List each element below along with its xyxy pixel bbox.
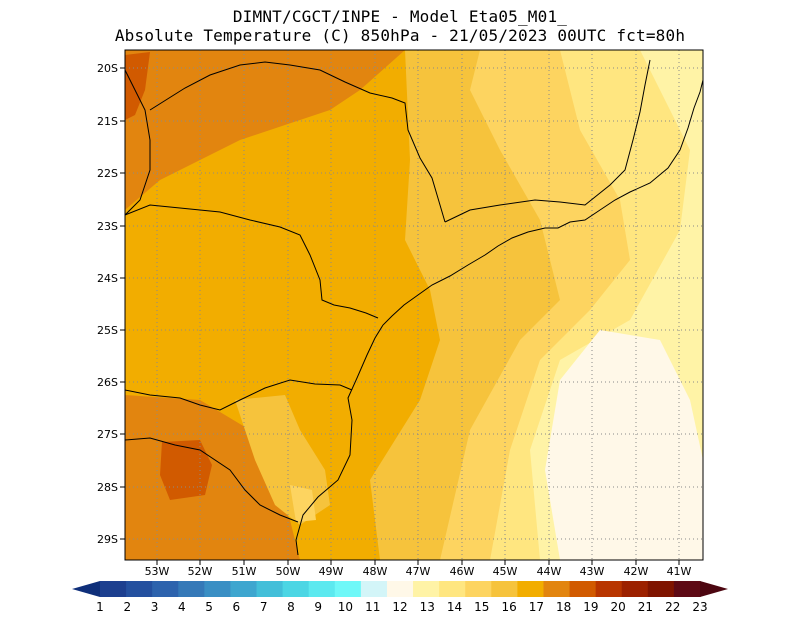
colorbar-label-14: 14	[447, 600, 462, 614]
colorbar-box-12	[386, 581, 414, 597]
colorbar-label-7: 7	[260, 600, 268, 614]
lat-labels: 20S 21S 22S 23S 24S 25S 26S 27S 28S 29S	[97, 62, 118, 546]
colorbar-box-18	[543, 581, 571, 597]
colorbar-box-6	[230, 581, 258, 597]
colorbar-labels: 1 2 3 4 5 6 7 8 9 10 11 12 13 14 15 16 17 18 19 20 21 22 23	[96, 600, 707, 614]
colorbar-label-1: 1	[96, 600, 104, 614]
lat-label-20s: 20S	[97, 62, 118, 75]
colorbar-box-10	[334, 581, 362, 597]
lat-label-25s: 25S	[97, 324, 118, 337]
colorbar-label-3: 3	[151, 600, 159, 614]
lon-label-46w: 46W	[450, 565, 475, 578]
colorbar-label-12: 12	[392, 600, 407, 614]
colorbar: 1 2 3 4 5 6 7 8 9 10 11 12 13 14 15 16 17 18 19 20 21 22 23	[72, 581, 728, 614]
lon-label-48w: 48W	[363, 565, 388, 578]
coastline-and-borders	[125, 59, 703, 556]
lon-label-43w: 43W	[580, 565, 605, 578]
colorbar-box-17	[517, 581, 545, 597]
lon-label-41w: 41W	[667, 565, 692, 578]
lat-label-22s: 22S	[97, 167, 118, 180]
colorbar-box-1	[100, 581, 127, 597]
colorbar-label-22: 22	[665, 600, 680, 614]
colorbar-box-4	[178, 581, 205, 597]
colorbar-box-22	[647, 581, 675, 597]
temp-band-17-18-south	[125, 395, 300, 560]
colorbar-box-7	[256, 581, 284, 597]
colorbar-label-19: 19	[583, 600, 598, 614]
colorbar-label-4: 4	[178, 600, 186, 614]
map-frame	[124, 49, 704, 561]
colorbar-box-23	[673, 581, 701, 597]
colorbar-label-11: 11	[365, 600, 380, 614]
title-line-1: DIMNT/CGCT/INPE - Model Eta05_M01_	[232, 7, 568, 26]
colorbar-label-15: 15	[474, 600, 489, 614]
coastline	[295, 79, 703, 556]
colorbar-label-18: 18	[556, 600, 571, 614]
lon-label-51w: 51W	[232, 565, 257, 578]
lon-label-53w: 53W	[145, 565, 170, 578]
lat-label-27s: 27S	[97, 428, 118, 441]
colorbar-left-arrow	[72, 581, 100, 597]
lon-label-52w: 52W	[188, 565, 213, 578]
lat-label-28s: 28S	[97, 481, 118, 494]
colorbar-label-9: 9	[314, 600, 322, 614]
colorbar-box-11	[360, 581, 388, 597]
lat-label-23s: 23S	[97, 220, 118, 233]
lon-label-42w: 42W	[624, 565, 649, 578]
border-sc-rs	[125, 437, 299, 523]
border-ms-sp-pr	[125, 204, 379, 319]
temp-patch-14-15	[290, 485, 316, 522]
lon-label-50w: 50W	[276, 565, 301, 578]
colorbar-box-15	[465, 581, 492, 597]
lat-label-29s: 29S	[97, 533, 118, 546]
lat-label-26s: 26S	[97, 376, 118, 389]
title-line-2: Absolute Temperature (C) 850hPa - 21/05/…	[114, 26, 686, 45]
colorbar-box-13	[413, 581, 440, 597]
colorbar-box-2	[126, 581, 153, 597]
lon-label-49w: 49W	[319, 565, 344, 578]
lat-label-21s: 21S	[97, 115, 118, 128]
colorbar-label-10: 10	[338, 600, 353, 614]
colorbar-label-8: 8	[287, 600, 295, 614]
colorbar-boxes	[100, 581, 701, 597]
colorbar-box-8	[282, 581, 310, 597]
lon-label-45w: 45W	[493, 565, 518, 578]
colorbar-box-5	[204, 581, 232, 597]
temp-band-11-12	[545, 330, 703, 560]
graticule	[125, 50, 703, 560]
colorbar-box-3	[152, 581, 179, 597]
colorbar-box-14	[439, 581, 466, 597]
colorbar-right-arrow	[700, 581, 728, 597]
temp-band-18-19-north	[125, 52, 150, 120]
colorbar-box-16	[491, 581, 518, 597]
colorbar-label-5: 5	[205, 600, 213, 614]
colorbar-box-20	[595, 581, 623, 597]
lon-label-47w: 47W	[406, 565, 431, 578]
border-west	[125, 69, 151, 216]
colorbar-label-13: 13	[420, 600, 435, 614]
colorbar-label-6: 6	[233, 600, 241, 614]
temp-band-18-19-south	[160, 440, 212, 500]
colorbar-label-20: 20	[611, 600, 626, 614]
colorbar-label-2: 2	[123, 600, 131, 614]
colorbar-box-21	[621, 581, 649, 597]
border-pr-sc	[125, 379, 353, 411]
temperature-field	[125, 50, 703, 560]
colorbar-box-9	[308, 581, 336, 597]
temp-band-17-18-north	[125, 50, 405, 210]
colorbar-label-21: 21	[638, 600, 653, 614]
colorbar-label-16: 16	[501, 600, 516, 614]
colorbar-label-17: 17	[529, 600, 544, 614]
border-mg-rj-es	[444, 59, 651, 223]
tick-marks	[120, 67, 680, 565]
colorbar-label-23: 23	[692, 600, 707, 614]
lon-labels: 53W 52W 51W 50W 49W 48W 47W 46W 45W 44W …	[145, 565, 692, 578]
lat-label-24s: 24S	[97, 272, 118, 285]
colorbar-box-19	[569, 581, 597, 597]
border-sp-mg	[149, 61, 446, 223]
lon-label-44w: 44W	[537, 565, 562, 578]
